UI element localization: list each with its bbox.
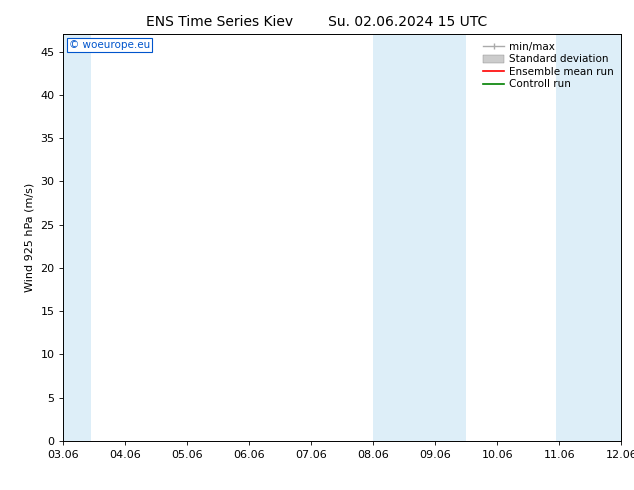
Legend: min/max, Standard deviation, Ensemble mean run, Controll run: min/max, Standard deviation, Ensemble me… (481, 40, 616, 92)
Bar (63, 34, 91, 441)
Text: ENS Time Series Kiev        Su. 02.06.2024 15 UTC: ENS Time Series Kiev Su. 02.06.2024 15 U… (146, 15, 488, 29)
Bar (556, 34, 621, 441)
Text: © woeurope.eu: © woeurope.eu (69, 40, 150, 50)
Y-axis label: Wind 925 hPa (m/s): Wind 925 hPa (m/s) (25, 183, 35, 292)
Bar (373, 34, 467, 441)
